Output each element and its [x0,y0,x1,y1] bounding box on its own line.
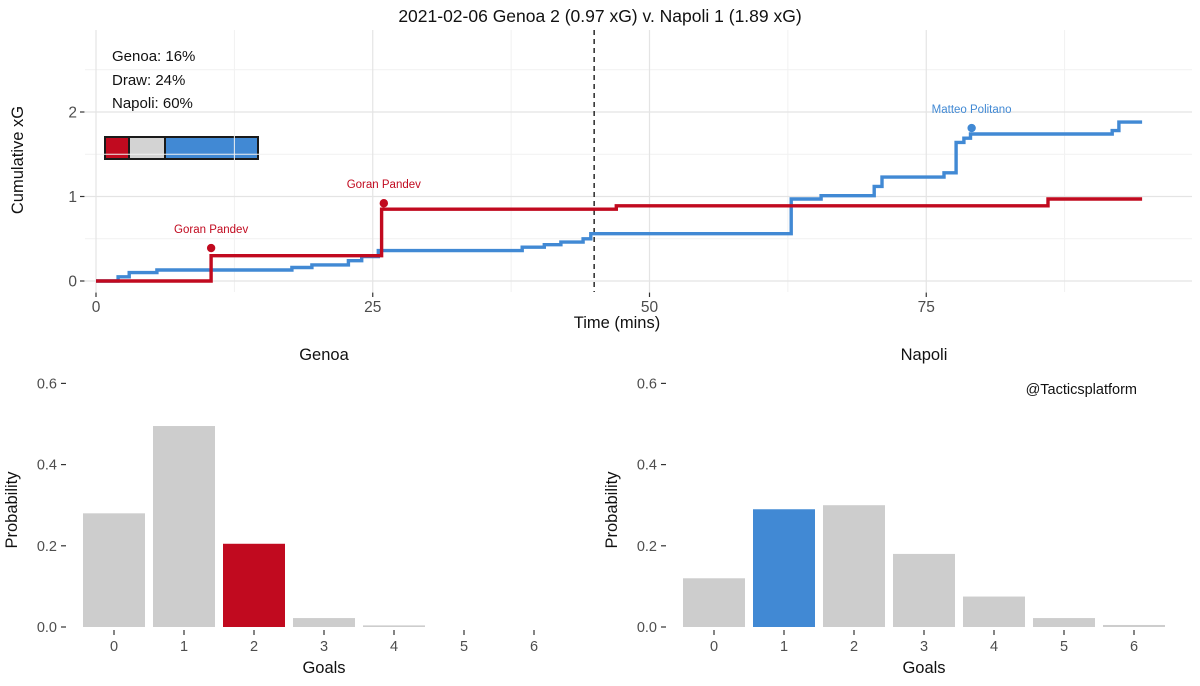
x-tick-label: 3 [920,639,928,655]
legend-napoli-probability: Napoli: 60% [112,95,193,112]
y-tick-label: 0.4 [37,458,57,474]
y-tick-label: 0.2 [37,539,57,555]
x-tick-label: 0 [110,639,118,655]
goal-marker [967,123,976,133]
x-tick-label: 4 [990,639,998,655]
genoa-goals-bar-1 [153,426,215,627]
y-tick-label: 1 [68,189,77,206]
napoli-goals-bar-4 [963,596,1025,627]
genoa-goals-axis-label: Goals [302,659,346,677]
goal-marker [206,243,216,253]
genoa-goals-bar-2 [223,543,285,627]
y-tick-label: 0.2 [637,539,657,555]
x-tick-label: 2 [850,639,858,655]
x-tick-label: 1 [180,639,188,655]
napoli-xg-line [96,120,1143,283]
y-tick-label: 0 [68,274,77,291]
goal-marker [379,199,389,208]
y-tick-label: 2 [68,105,77,122]
time-axis-label: Time (mins) [573,314,661,332]
x-tick-label: 0 [92,299,101,316]
x-tick-label: 75 [918,299,935,316]
napoli-goals-bar-6 [1103,624,1165,627]
genoa-probability-axis-label: Probability [3,471,21,549]
napoli-goals-bar-0 [683,578,745,627]
genoa-panel-title: Genoa [299,346,349,364]
x-tick-label: 5 [1060,639,1068,655]
x-tick-label: 2 [250,639,258,655]
genoa-probability-segment [106,138,131,158]
napoli-goals-axis-label: Goals [902,659,946,677]
napoli-probability-axis-label: Probability [603,471,621,549]
cumulative-xg-axis-label: Cumulative xG [9,105,27,215]
y-tick-label: 0.6 [637,376,657,392]
win-probability-legend: Genoa: 16% Draw: 24% Napoli: 60% [112,45,195,116]
y-tick-label: 0.6 [37,376,57,392]
x-tick-label: 3 [320,639,328,655]
napoli-goals-bar-1 [753,509,815,627]
x-tick-label: 25 [364,299,381,316]
goal-annotation-politano: Matteo Politano [931,104,1012,117]
y-tick-label: 0.4 [637,458,657,474]
match-title: 2021-02-06 Genoa 2 (0.97 xG) v. Napoli 1… [398,6,802,26]
x-tick-label: 4 [390,639,398,655]
legend-genoa-probability: Genoa: 16% [112,48,196,65]
genoa-xg-line [96,197,1143,283]
legend-draw-probability: Draw: 24% [112,71,186,89]
watermark: @Tacticsplatform [1025,382,1137,398]
napoli-goals-bar-5 [1033,618,1095,627]
x-tick-label: 50 [641,299,659,316]
y-tick-label: 0.0 [637,620,657,636]
genoa-goals-bar-0 [83,513,145,627]
genoa-goals-bar-4 [363,625,425,627]
goal-annotation-pandev-1: Goran Pandev [174,224,249,237]
goal-annotation-pandev-2: Goran Pandev [346,179,421,192]
napoli-goals-bar-2 [823,505,885,627]
x-tick-label: 6 [530,639,538,655]
x-tick-label: 0 [710,639,718,655]
x-tick-label: 6 [1130,639,1138,655]
x-tick-label: 1 [780,639,788,655]
draw-probability-segment [130,138,167,158]
y-tick-label: 0.0 [37,620,57,636]
genoa-goals-bar-3 [293,618,355,627]
napoli-panel-title: Napoli [900,346,948,364]
napoli-goals-bar-3 [893,553,955,627]
x-tick-label: 5 [460,639,468,655]
